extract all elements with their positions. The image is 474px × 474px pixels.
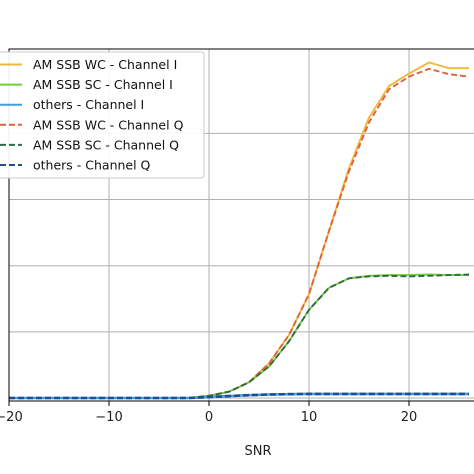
- legend-label-5: others - Channel Q: [33, 158, 151, 173]
- x-tick-label-3: 10: [301, 410, 318, 425]
- series-line-4: [9, 273, 470, 399]
- plot-frame: [8, 48, 474, 402]
- x-tick-label-2: 0: [205, 410, 213, 425]
- x-tick-label-1: −10: [95, 410, 122, 425]
- series-line-5: [9, 392, 469, 400]
- legend-label-4: AM SSB SC - Channel Q: [33, 137, 179, 152]
- legend-label-1: AM SSB SC - Channel I: [33, 77, 173, 92]
- legend-label-0: AM SSB WC - Channel I: [33, 57, 177, 72]
- x-axis-ticks: −20 −10 0 10 20: [0, 401, 417, 425]
- legend-box: [0, 51, 205, 179]
- x-tick-label-4: 20: [401, 410, 418, 425]
- x-tick-label-0: −20: [0, 410, 23, 425]
- legend-label-3: AM SSB WC - Channel Q: [33, 117, 184, 132]
- series-line-1: [9, 273, 469, 399]
- legend-label-2: others - Channel I: [33, 97, 144, 112]
- x-axis-label: SNR: [244, 444, 271, 459]
- legend: AM SSB WC - Channel I AM SSB SC - Channel…: [0, 51, 205, 179]
- series-lines: [9, 61, 470, 400]
